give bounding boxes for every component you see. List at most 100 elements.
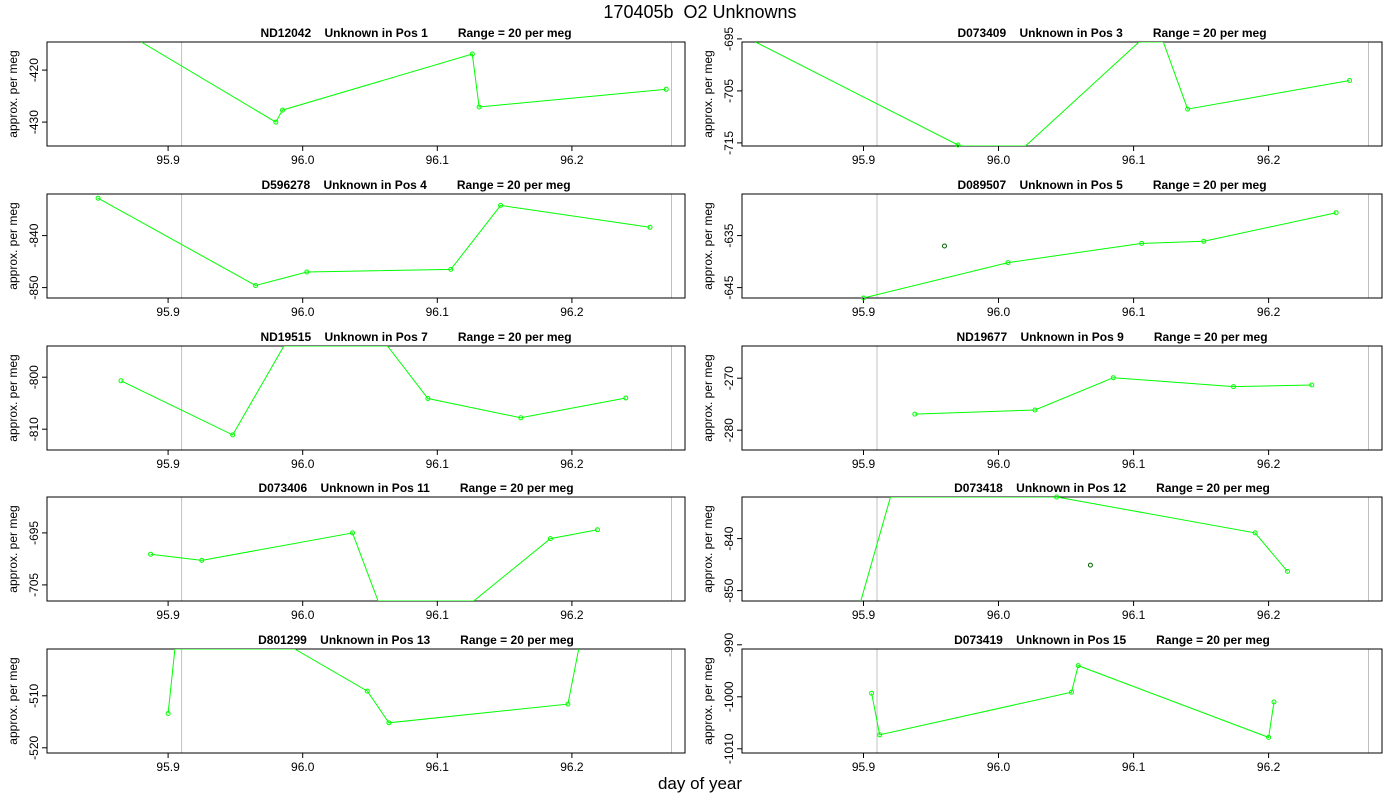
y-axis-label: approx. per meg <box>701 354 715 441</box>
x-tick-label: 95.9 <box>156 457 180 471</box>
y-tick-label: -420 <box>27 58 41 82</box>
y-tick-label: -645 <box>722 275 736 299</box>
data-point <box>1185 106 1191 112</box>
data-point <box>1075 663 1081 669</box>
outlier-point <box>942 243 947 249</box>
x-tick-label: 96.0 <box>987 608 1011 622</box>
data-point <box>350 530 355 536</box>
x-tick-label: 95.9 <box>156 760 180 774</box>
x-tick-label: 96.2 <box>1257 760 1281 774</box>
y-tick-label: -810 <box>27 417 41 441</box>
x-tick-label: 96.2 <box>560 760 584 774</box>
x-tick-label: 96.2 <box>1257 305 1281 319</box>
outlier-point <box>1087 562 1093 568</box>
data-point <box>304 269 310 275</box>
x-tick-label: 95.9 <box>852 608 876 622</box>
series-line <box>97 197 651 287</box>
data-point <box>1333 210 1339 216</box>
y-axis-label: approx. per meg <box>6 202 20 289</box>
panel-8: D073418 Unknown in Pos 12 Range = 20 per… <box>701 481 1383 622</box>
main-title: 170405b O2 Unknowns <box>603 2 797 22</box>
panel-7: D073406 Unknown in Pos 11 Range = 20 per… <box>6 481 686 622</box>
plot-frame <box>46 41 686 147</box>
y-tick-label: -1000 <box>722 681 736 712</box>
y-tick-label: -280 <box>722 418 736 442</box>
data-point <box>547 536 553 542</box>
y-tick-label: -635 <box>722 223 736 247</box>
x-tick-label: 96.1 <box>1122 457 1146 471</box>
y-tick-label: -850 <box>722 578 736 602</box>
y-tick-label: -840 <box>722 526 736 550</box>
plot-frame <box>46 648 686 754</box>
plot-frame <box>741 41 1383 147</box>
panel-title: D073409 Unknown in Pos 3 Range = 20 per … <box>957 26 1266 40</box>
data-point <box>498 202 504 208</box>
y-tick-label: -510 <box>27 683 41 707</box>
y-tick-label: -800 <box>27 365 41 389</box>
series-line <box>140 42 667 123</box>
series-line <box>914 377 1312 415</box>
data-point <box>165 711 171 716</box>
data-point <box>1139 240 1145 246</box>
x-tick-label: 95.9 <box>156 608 180 622</box>
x-tick-label: 96.0 <box>291 457 315 471</box>
data-point <box>148 551 154 557</box>
data-point <box>476 104 482 110</box>
data-point <box>1309 382 1315 388</box>
x-tick-label: 96.1 <box>426 305 450 319</box>
y-tick-label: -1010 <box>722 733 736 764</box>
data-point <box>647 224 653 230</box>
series-line <box>871 664 1275 739</box>
panel-3: D596278 Unknown in Pos 4 Range = 20 per … <box>6 178 686 319</box>
panel-4: D089507 Unknown in Pos 5 Range = 20 per … <box>701 178 1383 319</box>
data-point <box>1252 530 1258 536</box>
x-tick-label: 96.2 <box>1257 457 1281 471</box>
y-axis-label: approx. per meg <box>6 505 20 592</box>
plot-frame <box>46 345 686 451</box>
y-axis-label: approx. per meg <box>701 505 715 592</box>
series-line <box>120 346 626 436</box>
panel-5: ND19515 Unknown in Pos 7 Range = 20 per … <box>6 330 686 471</box>
plot-frame <box>741 193 1383 299</box>
y-axis-label: approx. per meg <box>701 202 715 289</box>
x-tick-label: 96.2 <box>560 153 584 167</box>
panel-6: ND19677 Unknown in Pos 9 Range = 20 per … <box>701 330 1383 471</box>
y-tick-label: -695 <box>27 521 41 545</box>
x-tick-label: 96.2 <box>560 305 584 319</box>
data-point <box>1266 734 1272 740</box>
panel-title: D073418 Unknown in Pos 12 Range = 20 per… <box>954 481 1270 495</box>
panel-title: D596278 Unknown in Pos 4 Range = 20 per … <box>261 178 570 192</box>
series-line <box>167 649 580 724</box>
x-tick-label: 96.0 <box>987 457 1011 471</box>
x-tick-label: 95.9 <box>852 760 876 774</box>
series-line <box>150 529 598 601</box>
y-tick-label: -270 <box>722 366 736 390</box>
x-tick-label: 95.9 <box>156 305 180 319</box>
x-tick-label: 96.1 <box>1122 760 1146 774</box>
data-point <box>230 432 236 438</box>
y-tick-label: -705 <box>27 573 41 597</box>
x-tick-label: 96.2 <box>1257 153 1281 167</box>
y-tick-label: -705 <box>722 79 736 103</box>
series-line <box>860 497 1288 601</box>
data-point <box>623 395 629 401</box>
data-point <box>955 142 961 148</box>
plot-frame <box>741 648 1383 754</box>
data-point <box>877 732 883 738</box>
data-point <box>280 107 285 113</box>
x-tick-label: 96.1 <box>426 153 450 167</box>
x-tick-label: 96.1 <box>426 608 450 622</box>
x-tick-label: 96.0 <box>291 608 315 622</box>
data-point <box>1285 568 1290 574</box>
data-point <box>386 720 392 726</box>
data-point <box>595 527 600 533</box>
data-point <box>118 378 124 384</box>
x-tick-label: 96.1 <box>426 760 450 774</box>
panel-title: D073406 Unknown in Pos 11 Range = 20 per… <box>258 481 573 495</box>
x-tick-label: 96.0 <box>987 760 1011 774</box>
series-line <box>755 42 1350 146</box>
y-tick-label: -715 <box>722 131 736 155</box>
plot-frame <box>46 193 686 299</box>
panel-10: D073419 Unknown in Pos 15 Range = 20 per… <box>701 632 1383 774</box>
